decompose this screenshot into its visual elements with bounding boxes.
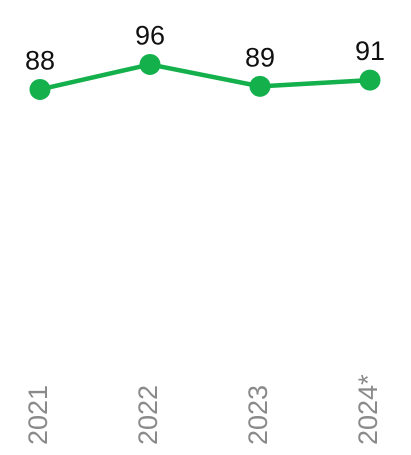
data-label: 91: [355, 36, 385, 66]
x-tick-label: 2023: [243, 385, 273, 445]
x-tick-label: 2021: [23, 385, 53, 445]
marker: [29, 78, 51, 100]
marker: [359, 69, 381, 91]
marker: [249, 75, 271, 97]
x-tick-label: 2022: [133, 385, 163, 445]
marker: [139, 53, 161, 75]
data-label: 89: [245, 42, 275, 72]
data-label: 88: [25, 45, 55, 75]
line: [39, 62, 371, 92]
data-label: 96: [135, 20, 165, 50]
x-tick-label: 2024*: [353, 374, 383, 445]
